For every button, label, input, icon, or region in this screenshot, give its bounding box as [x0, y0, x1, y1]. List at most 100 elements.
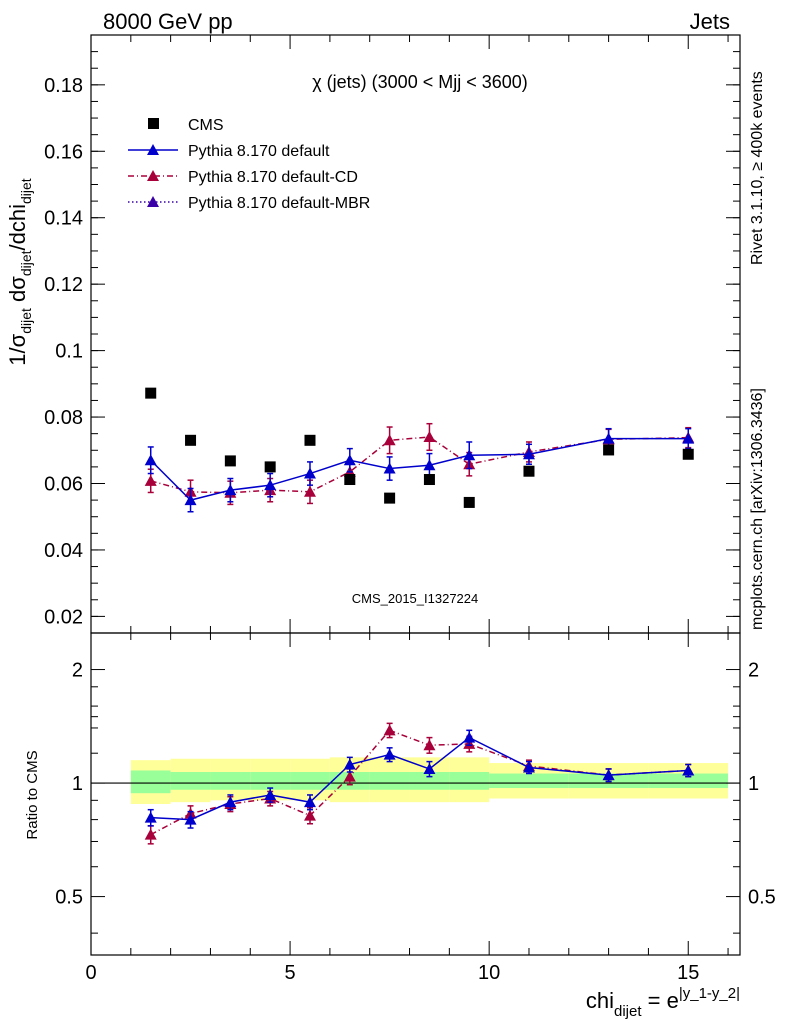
ratio-default-marker: [184, 813, 197, 825]
legend-cms-marker: [148, 118, 159, 129]
svg-text:1/σdijet dσdijet/dchidijet: 1/σdijet dσdijet/dchidijet: [5, 178, 34, 366]
xtick-label: 15: [677, 962, 699, 984]
main-ytick-label: 0.08: [44, 407, 83, 429]
ratio-default-marker: [343, 758, 356, 770]
default-marker: [224, 484, 237, 496]
x-axis-label: chidijet = e|y_1-y_2|: [586, 985, 740, 1020]
default-marker: [184, 494, 197, 506]
main-ytick-label: 0.12: [44, 274, 83, 296]
main-ylabel: 1/σdijet dσdijet/dchidijet: [5, 178, 34, 366]
cd-line: [150, 436, 689, 494]
default-line: [150, 437, 689, 501]
ratio-inner-band: [130, 770, 171, 794]
ratio-ytick-label: 1: [72, 773, 83, 795]
main-ytick-label: 0.02: [44, 606, 83, 628]
legend-mbr-label: Pythia 8.170 default-MBR: [188, 195, 370, 212]
default-marker: [682, 432, 695, 444]
ratio-inner-band: [449, 771, 490, 790]
cd-marker: [303, 485, 316, 497]
ratio-ytick-label: 0.5: [55, 887, 83, 909]
default-marker: [264, 479, 277, 491]
cms-marker: [185, 434, 197, 446]
default-marker: [383, 462, 396, 474]
cd-marker: [423, 430, 436, 442]
ratio-default-marker: [463, 731, 476, 743]
ratio-default-marker: [224, 796, 237, 808]
ratio-default-marker: [303, 796, 316, 808]
analysis-watermark: CMS_2015_I1327224: [352, 591, 479, 606]
cms-marker: [423, 474, 435, 486]
ratio-cd-marker: [343, 770, 356, 782]
legend: CMS Pythia 8.170 default Pythia 8.170 de…: [128, 117, 370, 212]
ratio-cd-marker: [303, 809, 316, 821]
main-ytick-label: 0.16: [44, 141, 83, 163]
main-ytick-label: 0.04: [44, 540, 83, 562]
ratio-cd-marker: [383, 724, 396, 736]
ratio-inner-band: [170, 771, 211, 790]
ratio-ytick-label: 2: [72, 660, 83, 682]
ratio-inner-band: [489, 773, 569, 789]
xtick-label: 5: [285, 962, 296, 984]
xtick-label: 10: [478, 962, 500, 984]
ratio-default-line: [150, 736, 689, 821]
header-right-label: Jets: [690, 9, 730, 34]
legend-cd-marker: [147, 170, 159, 181]
ratio-ytick-label-right: 0.5: [748, 887, 776, 909]
default-marker: [343, 454, 356, 466]
ratio-default-marker: [264, 788, 277, 800]
default-marker: [522, 448, 535, 460]
header-left-label: 8000 GeV pp: [103, 9, 233, 34]
ratio-default-marker: [383, 748, 396, 760]
ratio-default-marker: [602, 769, 615, 781]
cd-marker: [144, 474, 157, 486]
legend-default-marker: [147, 144, 159, 155]
ratio-ytick-label-right: 1: [748, 773, 759, 795]
ratio-inner-band: [409, 771, 450, 790]
cms-marker: [463, 496, 475, 508]
ratio-cd-marker: [144, 828, 157, 840]
rivet-label: Rivet 3.1.10, ≥ 400k events: [749, 71, 766, 265]
main-ytick-label: 0.06: [44, 474, 83, 496]
legend-default-label: Pythia 8.170 default: [188, 143, 330, 160]
ratio-inner-band: [290, 771, 330, 790]
cms-marker: [304, 434, 316, 446]
default-marker: [423, 459, 436, 471]
ratio-inner-band: [648, 773, 729, 789]
cms-marker: [682, 448, 694, 460]
cms-marker: [145, 387, 157, 399]
ratio-axis-ticks: 0.5 0.5 1 1 2 2 0 5 10 15: [55, 633, 776, 984]
legend-cd-label: Pythia 8.170 default-CD: [188, 169, 358, 186]
svg-text:chidijet = e|y_1-y_2|: chidijet = e|y_1-y_2|: [586, 985, 740, 1020]
main-ytick-label: 0.1: [55, 341, 83, 363]
ratio-default-marker: [423, 762, 436, 774]
cms-marker: [344, 474, 356, 486]
ratio-inner-band: [250, 771, 291, 790]
ratio-ylabel: Ratio to CMS: [24, 750, 41, 839]
ratio-default-marker: [682, 764, 695, 776]
main-ytick-label: 0.18: [44, 75, 83, 97]
mcplots-label: mcplots.cern.ch [arXiv:1306.3436]: [749, 388, 766, 630]
default-marker: [602, 432, 615, 444]
default-marker: [144, 454, 157, 466]
ratio-ytick-label-right: 2: [748, 660, 759, 682]
ratio-series: [144, 722, 695, 845]
default-marker: [463, 449, 476, 461]
plot-title: χ (jets) (3000 < Mjj < 3600): [312, 72, 528, 92]
main-axis-ticks: 0.02 0.04 0.06 0.08 0.1 0.12 0.14 0.16 0.18: [44, 35, 740, 634]
ratio-default-marker: [144, 811, 157, 823]
legend-cms-label: CMS: [188, 117, 224, 134]
ratio-panel-frame: [90, 632, 741, 956]
cms-marker: [523, 465, 535, 477]
ratio-inner-band: [369, 771, 410, 790]
xtick-label: 0: [85, 962, 96, 984]
cms-marker: [384, 492, 396, 504]
cd-marker: [383, 434, 396, 446]
cms-marker: [224, 455, 236, 467]
default-marker: [303, 467, 316, 479]
main-series: [144, 387, 695, 513]
cms-marker: [603, 444, 615, 456]
ratio-default-marker: [522, 761, 535, 773]
legend-mbr-marker: [147, 196, 159, 207]
main-ytick-label: 0.14: [44, 208, 83, 230]
